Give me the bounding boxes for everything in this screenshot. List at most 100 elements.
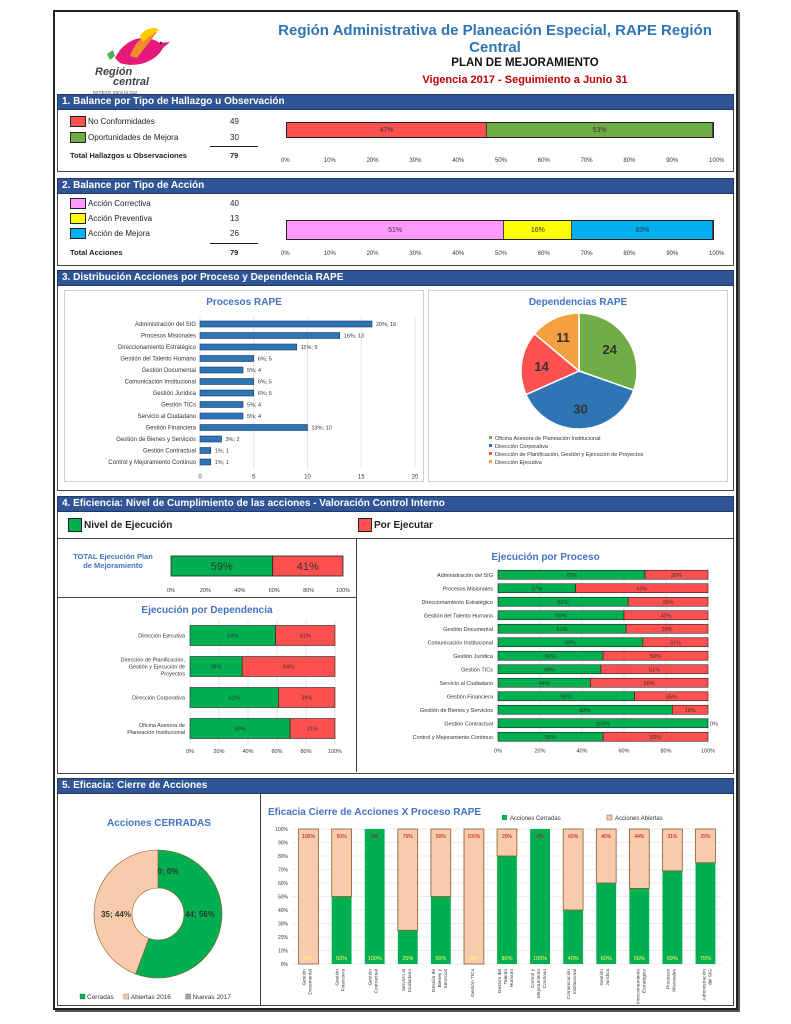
tick-label: 100%	[275, 827, 288, 833]
tick-label: 40%	[452, 158, 465, 164]
donut-slice	[93, 849, 159, 975]
data-label: 64%	[283, 665, 294, 671]
data-label: 6%; 5	[258, 391, 272, 397]
legend-marker	[489, 452, 492, 455]
tick-label: 40%	[242, 749, 253, 755]
bar-open	[562, 828, 584, 911]
category-label: Servicio al Ciudadano	[138, 414, 197, 420]
category-label: Gestión Documental	[443, 627, 493, 633]
data-label: 44; 56%	[185, 910, 215, 919]
bar	[199, 435, 222, 443]
tick-label: 0%	[281, 962, 289, 968]
tick-label: 0%	[281, 158, 290, 164]
swatch	[68, 518, 82, 532]
data-label: 1%; 1	[215, 460, 229, 466]
category-label: Talento	[503, 969, 509, 985]
category-label: Direccionamiento Estratégico	[421, 600, 493, 606]
data-label: 56%	[634, 956, 645, 962]
divider	[210, 146, 258, 147]
section-4-body: Nivel de Ejecución Por Ejecutar TOTAL Ej…	[57, 512, 734, 774]
donut-slice	[135, 849, 223, 979]
data-label: 25%	[700, 834, 711, 840]
legend-mejora: Acción de Mejora	[70, 228, 150, 239]
category-label: Dirección Corporativa	[132, 696, 186, 702]
total-label: Total Hallazgos u Observaciones	[70, 151, 187, 160]
data-label: 75%	[403, 834, 414, 840]
tick-label: 10%	[323, 158, 336, 164]
tick-label: 80%	[660, 749, 671, 755]
tick-label: 10%	[323, 251, 336, 257]
divider	[260, 794, 261, 1006]
data-label: 30%	[671, 573, 682, 579]
category-label: Procesos Misionales	[141, 334, 196, 340]
data-label: 100%	[468, 834, 481, 840]
category-label: Servicio al	[401, 969, 407, 991]
ejecucion-proceso-chart: Administración del SIG 70% 30% Procesos Mis…	[413, 568, 718, 755]
category-label: Gestión	[368, 969, 374, 986]
divider	[356, 538, 357, 772]
tick-label: 30%	[409, 251, 422, 257]
pie-slice	[533, 312, 580, 373]
bar	[199, 355, 255, 362]
category-label: Oficina Asesora de	[139, 723, 185, 729]
data-label: 5%; 4	[247, 414, 261, 420]
bar-segment: 16%	[504, 221, 573, 239]
category-label: Proyectos	[161, 672, 186, 678]
data-label: 59%	[211, 561, 233, 573]
category-label: Planeación Institucional	[127, 730, 185, 736]
tick-label: 60%	[278, 881, 289, 887]
bar-pending	[241, 656, 336, 677]
bar-open	[662, 828, 683, 872]
data-label: 61%	[229, 696, 240, 702]
bar-segment: 47%	[287, 123, 488, 137]
category-label: Gestión	[599, 969, 605, 986]
data-label: 50%	[436, 834, 447, 840]
tick-label: 0	[198, 475, 202, 481]
tick-label: 50%	[495, 158, 508, 164]
legend-label: Cerradas	[87, 994, 114, 1001]
data-label: 69%	[667, 956, 678, 962]
bar-pending	[289, 718, 336, 739]
tick-label: 80%	[623, 251, 636, 257]
legend-label: Acción de Mejora	[88, 229, 150, 238]
legend-label: Dirección Corporativa	[495, 444, 549, 450]
bar-open	[430, 828, 452, 897]
bar-open	[298, 828, 319, 965]
bar-open	[496, 828, 518, 857]
category-label: Comunicación Institucional	[428, 640, 493, 646]
tick-label: 5	[252, 475, 256, 481]
tick-label: 0%	[494, 749, 502, 755]
data-label: 14	[534, 359, 549, 374]
tick-label: 20%	[213, 749, 224, 755]
data-label: 50%	[650, 654, 661, 660]
category-label: Gestión Documental	[142, 368, 196, 374]
acciones-cerradas-donut: 44; 56% 35; 44% 0; 0% Cerradas Abiertas 2016…	[79, 849, 231, 1001]
bar-open	[331, 828, 352, 897]
bar-executed	[497, 718, 709, 729]
category-label: Gestión Jurídica	[153, 391, 197, 397]
legend-label: Por Ejecutar	[374, 519, 433, 531]
section-5-body: Acciones CERRADAS 44; 56% 35; 44% 0; 0% Cer…	[57, 794, 734, 1006]
data-label: 20%	[502, 834, 513, 840]
category-label: Bienes y	[437, 968, 443, 987]
data-label: 18%	[685, 708, 696, 714]
tick-label: 20%	[278, 935, 289, 941]
category-label: Financiera	[341, 969, 347, 992]
region-central-logo: Región central territorio para la paz	[85, 28, 175, 98]
legend-marker	[123, 993, 130, 1000]
page-title: Región Administrativa de Planeación Espe…	[278, 22, 712, 56]
data-label: 75%	[700, 956, 711, 962]
category-label: Comunicación	[566, 969, 572, 1000]
legend-marker	[489, 444, 492, 447]
bar	[199, 320, 373, 328]
data-label: 35%	[666, 694, 677, 700]
data-label: 39%	[662, 627, 673, 633]
data-label: 31%	[307, 727, 318, 733]
data-label: 100%	[368, 956, 382, 962]
bar-closed	[331, 896, 352, 964]
category-label: Control y	[530, 968, 536, 988]
legend-marker	[489, 436, 492, 439]
section-3-header: 3. Distribución Acciones por Proceso y D…	[57, 270, 734, 286]
report-page: Región central territorio para la paz Re…	[53, 10, 738, 1010]
data-label: 60%	[601, 956, 612, 962]
